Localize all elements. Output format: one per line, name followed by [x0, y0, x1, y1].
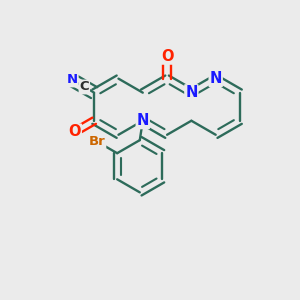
Text: O: O: [161, 49, 173, 64]
Text: Br: Br: [88, 135, 105, 148]
Text: N: N: [136, 113, 149, 128]
Text: N: N: [209, 71, 222, 86]
Text: C: C: [80, 80, 89, 94]
Text: N: N: [67, 74, 78, 86]
Text: O: O: [68, 124, 81, 140]
Text: N: N: [185, 85, 198, 100]
